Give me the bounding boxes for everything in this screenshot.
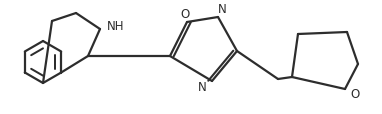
Text: N: N	[217, 3, 226, 16]
Text: NH: NH	[107, 20, 125, 33]
Text: O: O	[351, 87, 360, 100]
Text: N: N	[198, 81, 207, 93]
Text: O: O	[180, 8, 190, 21]
